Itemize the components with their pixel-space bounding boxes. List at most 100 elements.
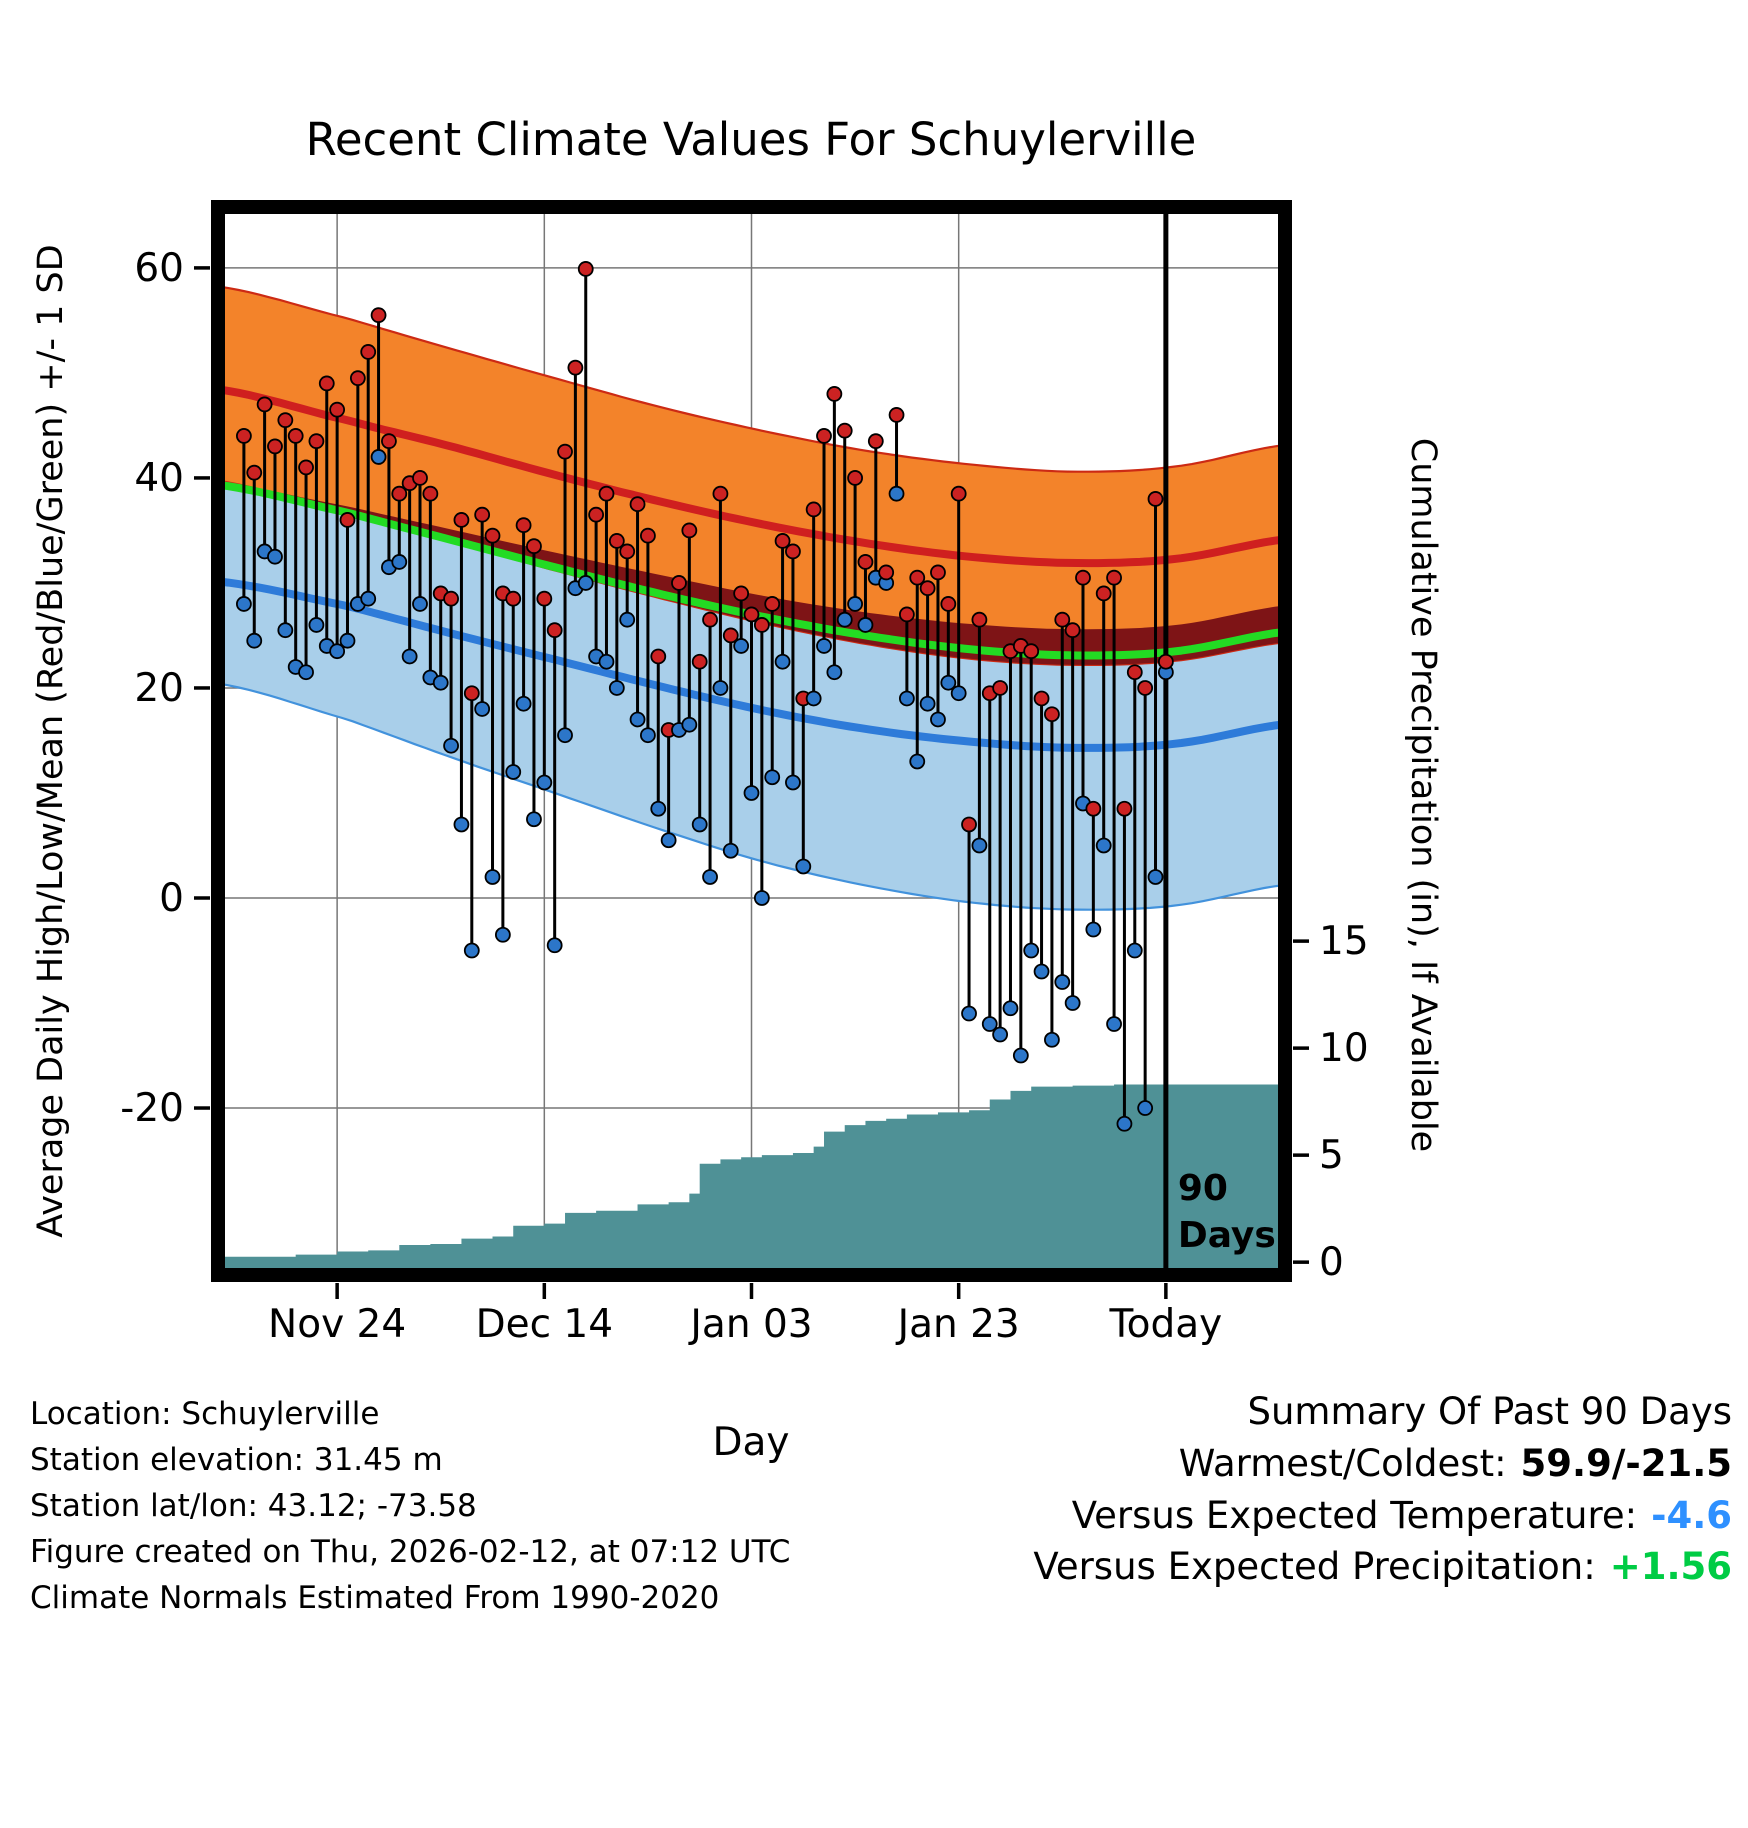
daily-low-dot xyxy=(1126,942,1143,959)
daily-high-dot xyxy=(1106,569,1122,586)
daily-low-dot xyxy=(1033,963,1050,980)
x-tick-label: Jan 03 xyxy=(687,1302,812,1347)
daily-high-dot xyxy=(235,428,252,444)
band-overlap xyxy=(218,480,1285,665)
daily-high-dot xyxy=(753,617,770,633)
daily-low-dot xyxy=(1137,1100,1154,1116)
daily-high-dot xyxy=(961,816,977,833)
vs-precipitation-label: Versus Expected Precipitation: xyxy=(1033,1545,1596,1589)
daily-high-dot xyxy=(743,606,760,623)
daily-low-dot xyxy=(753,890,770,906)
daily-high-dot xyxy=(484,527,501,544)
summary-title: Summary Of Past 90 Days xyxy=(1247,1390,1732,1433)
daily-high-dot xyxy=(1075,569,1091,586)
daily-high-dot xyxy=(650,648,667,665)
daily-high-dot xyxy=(640,527,656,544)
climate-chart: Recent Climate Values For Schuylerville … xyxy=(31,113,1443,1465)
warmest-coldest-label: Warmest/Coldest: xyxy=(1178,1441,1507,1485)
x-tick-label: Jan 23 xyxy=(895,1302,1020,1347)
daily-high-dot xyxy=(536,590,553,607)
daily-low-dot xyxy=(412,596,428,612)
daily-low-dot xyxy=(950,685,967,702)
daily-high-dot xyxy=(443,590,459,607)
daily-low-dot xyxy=(1044,1031,1060,1048)
daily-low-dot xyxy=(805,690,822,707)
daily-low-dot xyxy=(598,653,615,670)
daily-low-dot xyxy=(691,816,708,833)
daily-high-dot xyxy=(391,485,408,502)
daily-high-dot xyxy=(577,261,594,277)
daily-high-dot xyxy=(1023,643,1040,660)
summary-block: Summary Of Past 90 Days Warmest/Coldest:… xyxy=(1033,1386,1732,1593)
daily-high-dot xyxy=(1064,622,1081,639)
vs-temperature-value: -4.6 xyxy=(1651,1493,1732,1537)
daily-high-dot xyxy=(816,428,832,444)
daily-low-dot xyxy=(712,680,729,696)
daily-high-dot xyxy=(847,470,863,486)
daily-high-dot xyxy=(940,596,957,612)
daily-low-dot xyxy=(733,638,750,654)
daily-high-dot xyxy=(764,596,781,612)
daily-high-dot xyxy=(267,438,283,455)
left-axis-label: Average Daily High/Low/Mean (Red/Blue/Gr… xyxy=(31,244,71,1237)
daily-low-dot xyxy=(1002,1000,1019,1017)
daily-low-dot xyxy=(277,622,294,639)
daily-high-dot xyxy=(971,611,988,628)
x-tick-label: Today xyxy=(1108,1302,1222,1347)
daily-high-dot xyxy=(1095,585,1112,602)
daily-low-dot xyxy=(764,769,781,786)
daily-high-dot xyxy=(546,622,563,639)
station-elevation: Station elevation: 31.45 m xyxy=(30,1441,443,1478)
summary-warmest-coldest: Warmest/Coldest: 59.9/-21.5 xyxy=(1033,1438,1732,1490)
daily-low-dot xyxy=(391,554,408,570)
daily-high-dot xyxy=(298,459,314,476)
daily-low-dot xyxy=(1023,942,1040,959)
daily-high-dot xyxy=(836,422,853,439)
right-tick-label: 5 xyxy=(1319,1133,1344,1178)
daily-high-dot xyxy=(785,543,801,560)
station-info-block: Location: Schuylerville Station elevatio… xyxy=(30,1392,790,1621)
daily-low-dot xyxy=(515,695,532,712)
daily-low-dot xyxy=(898,690,915,707)
plot-area: 60 40 20 0 -20 15 10 5 0 Nov 24 Dec 14 Jan 03 Jan 23… xyxy=(120,200,1369,1347)
daily-low-dot xyxy=(360,590,377,607)
daily-high-dot xyxy=(474,506,491,523)
daily-low-dot xyxy=(826,664,843,681)
daily-high-dot xyxy=(722,627,739,644)
daily-high-dot xyxy=(805,501,822,518)
daily-high-dot xyxy=(381,433,397,450)
daily-low-dot xyxy=(909,753,926,770)
daily-low-dot xyxy=(370,449,387,465)
daily-high-dot xyxy=(557,443,573,460)
daily-high-dot xyxy=(526,538,542,555)
daily-high-dot xyxy=(277,412,294,429)
plot-border xyxy=(211,200,1292,1282)
daily-low-dot xyxy=(681,716,698,733)
chart-title: Recent Climate Values For Schuylerville xyxy=(306,113,1197,166)
warmest-coldest-value: 59.9/-21.5 xyxy=(1520,1441,1732,1485)
daily-low-dot xyxy=(1064,995,1081,1011)
daily-low-dot xyxy=(640,727,656,744)
daily-low-dot xyxy=(971,837,988,854)
daily-high-dot xyxy=(505,590,522,607)
daily-low-dot xyxy=(1116,1115,1133,1132)
high-mean-line xyxy=(214,385,1289,568)
daily-low-dot xyxy=(774,653,791,670)
daily-low-dot xyxy=(546,937,563,954)
daily-high-dot xyxy=(774,533,791,549)
daily-high-dot xyxy=(515,517,532,534)
daily-high-dot xyxy=(1033,690,1050,707)
daily-low-dot xyxy=(463,942,480,959)
daily-low-dot xyxy=(940,674,957,691)
daily-high-dot xyxy=(919,580,936,597)
daily-high-dot xyxy=(608,533,625,549)
daily-high-dot xyxy=(826,386,843,402)
vs-temperature-label: Versus Expected Temperature: xyxy=(1071,1493,1638,1537)
x-tick-label: Dec 14 xyxy=(476,1302,614,1347)
daily-low-dot xyxy=(484,869,501,885)
daily-high-dot xyxy=(360,344,377,360)
daily-high-dot xyxy=(453,512,470,528)
daily-high-dot xyxy=(349,370,366,387)
daily-high-dot xyxy=(702,611,718,628)
daily-low-dot xyxy=(1106,1016,1122,1032)
